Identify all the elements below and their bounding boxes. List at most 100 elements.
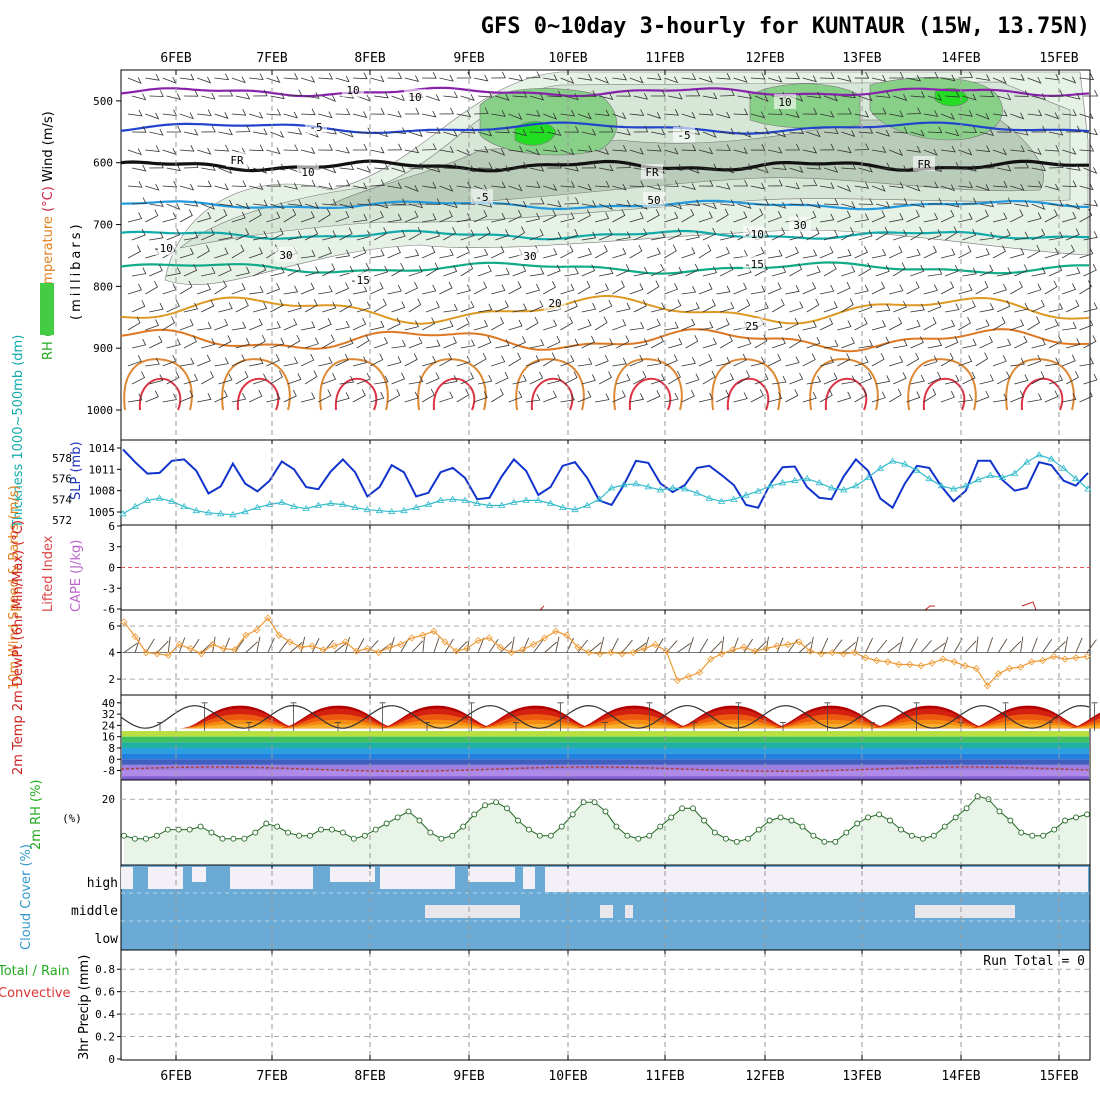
wind-barb (958, 71, 974, 79)
wind-barb (426, 339, 441, 349)
wind-barb (720, 166, 735, 174)
wind-barb (594, 245, 608, 259)
wind-barb (750, 285, 766, 295)
contour-label-bg (404, 89, 426, 104)
wind-speed-marker (253, 626, 261, 634)
surface-wind-barb (699, 638, 709, 653)
surface-wind-barb (677, 642, 691, 653)
wind-barb (322, 230, 337, 241)
slp-label: SLP (mb) (69, 441, 84, 500)
wind-barb (166, 125, 182, 133)
thickness-marker (265, 500, 274, 507)
wind-barb (439, 320, 454, 331)
wind-barb (893, 339, 908, 349)
wind-barb (612, 209, 626, 223)
wind-barb (1062, 283, 1076, 295)
surface-wind-barb (522, 637, 530, 653)
wind-barb (529, 300, 544, 313)
wind-barb (1083, 335, 1097, 349)
wind-barb (283, 208, 297, 223)
thickness-marker (766, 482, 775, 489)
wind-barb (702, 370, 716, 385)
wind-barb (889, 245, 903, 259)
wind-speed-marker (485, 634, 493, 642)
wind-barb (1048, 161, 1064, 169)
wind-barb (789, 127, 804, 135)
top-date-label: 15FEB (1039, 51, 1078, 66)
precip-panel: 0.80.60.40.20 Run Total = 0 Total / Rain… (0, 949, 1091, 1066)
wind-barb (940, 391, 955, 403)
wind-barb (1083, 89, 1099, 97)
surface-wind-barb (843, 641, 856, 653)
minmax-bar (646, 702, 653, 732)
wind-barb (560, 181, 576, 188)
wind-barb (806, 265, 821, 277)
thickness-marker (1047, 455, 1056, 462)
rh-marker (1029, 832, 1036, 839)
wind-barb (248, 247, 263, 259)
surface-wind-barb (787, 639, 798, 653)
wind-barb (495, 229, 510, 241)
wind-speed-marker (961, 662, 969, 670)
rh-marker (602, 808, 609, 815)
wind-barb (525, 148, 540, 156)
wind-barb (166, 203, 181, 210)
surface-wind-barb (876, 639, 888, 653)
minmax-bar (735, 702, 742, 732)
wind-speed-marker (297, 643, 305, 651)
wind-barb (716, 73, 731, 80)
surface-wind-barb (964, 640, 977, 653)
wind-barb (145, 145, 160, 152)
wind-barb (823, 372, 838, 385)
surface-loop (515, 358, 585, 411)
wind-barb (131, 300, 146, 313)
wind-speed-marker (264, 614, 272, 622)
temp-tick-label: 24 (102, 719, 116, 732)
wind-barb (858, 198, 874, 205)
wind-barb (802, 320, 817, 331)
wind-barb (581, 264, 596, 277)
wind-barb (252, 166, 268, 174)
wind-barb (629, 354, 644, 367)
thickness-marker (204, 509, 213, 516)
rh-band (514, 121, 557, 146)
wind-barb (252, 302, 268, 313)
wind-barb (616, 373, 631, 385)
thickness-marker (778, 479, 787, 486)
thickness-label: Thickness 1000~500mb (dm) (11, 335, 26, 529)
minmax-bar (290, 702, 297, 732)
wind-tick-label: 2 (108, 673, 115, 686)
wind-barb (733, 282, 748, 295)
wind-barb (906, 184, 921, 192)
wind-barb (698, 76, 713, 83)
thickness-marker (143, 496, 152, 503)
rh-marker (624, 832, 631, 839)
wind-barb (906, 281, 920, 295)
wind-barb (543, 248, 558, 259)
wind-barb (564, 371, 578, 385)
minmax-bar (780, 722, 786, 732)
wind-barb (616, 264, 630, 277)
wind-barb (473, 146, 489, 153)
wind-barb (768, 249, 783, 259)
wind-barb (1027, 283, 1042, 295)
temp-band (122, 731, 1089, 737)
thickness-marker (436, 496, 445, 503)
wind-barb (923, 355, 938, 367)
surface-loop (1005, 358, 1075, 411)
wind-barb (1010, 319, 1025, 331)
wind-barb (702, 337, 717, 349)
wind-barb (858, 94, 873, 102)
wind-barb (248, 389, 263, 403)
wind-barb (854, 213, 869, 223)
wind-barb (889, 355, 904, 367)
thickness-marker (1072, 474, 1080, 482)
wind-barb (1048, 90, 1064, 97)
wind-barb (218, 199, 234, 207)
wind-barb (543, 281, 556, 295)
wind-speed-marker (563, 631, 571, 639)
wind-barb (685, 302, 700, 313)
wind-barb (875, 303, 891, 313)
